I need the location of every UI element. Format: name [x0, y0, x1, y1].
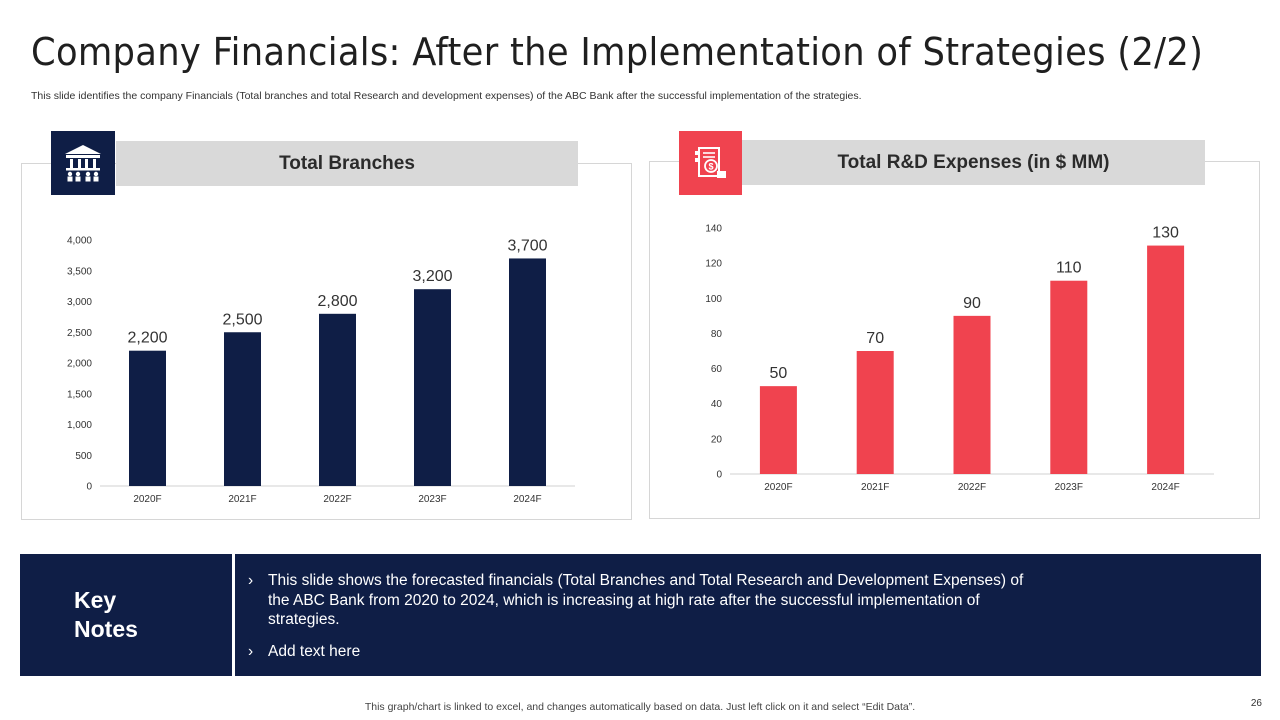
branches-x-tick-label: 2023F [418, 494, 446, 505]
key-notes-panel: Key Notes › This slide shows the forecas… [20, 554, 1261, 676]
rnd-y-tick-label: 120 [705, 259, 722, 270]
page-title: Company Financials: After the Implementa… [31, 30, 1204, 74]
rnd-y-tick-label: 40 [711, 399, 723, 410]
branches-data-label: 2,200 [127, 330, 167, 347]
branches-y-tick-label: 0 [86, 482, 92, 493]
branches-y-tick-label: 3,500 [67, 266, 92, 277]
footer-note: This graph/chart is linked to excel, and… [364, 701, 916, 713]
rnd-bar[interactable] [953, 315, 991, 474]
key-note-text: Add text here [268, 642, 361, 660]
rnd-x-tick-label: 2021F [861, 482, 889, 493]
rnd-y-tick-label: 80 [711, 329, 723, 340]
rnd-y-tick-label: 20 [711, 434, 723, 445]
rnd-x-tick-label: 2020F [764, 482, 792, 493]
key-note-item[interactable]: › Add text here [248, 642, 1048, 662]
branches-y-tick-label: 1,500 [67, 389, 92, 400]
branches-x-tick-label: 2022F [323, 494, 351, 505]
branches-bar[interactable] [414, 289, 451, 486]
key-notes-label-line1: Key [74, 587, 117, 613]
branches-y-tick-label: 3,000 [67, 297, 92, 308]
rnd-bar[interactable] [759, 386, 797, 474]
page-subtitle: This slide identifies the company Financ… [31, 90, 862, 102]
key-notes-divider [232, 554, 235, 676]
chevron-right-icon: › [248, 642, 254, 660]
branches-y-tick-label: 500 [75, 451, 92, 462]
key-note-text: This slide shows the forecasted financia… [268, 572, 1024, 628]
branches-x-tick-label: 2021F [228, 494, 256, 505]
rnd-x-tick-label: 2023F [1055, 482, 1083, 493]
rnd-bar[interactable] [1050, 280, 1088, 474]
page-number: 26 [1250, 698, 1262, 709]
key-note-item[interactable]: › This slide shows the forecasted financ… [248, 571, 1048, 630]
branches-data-label: 2,800 [317, 293, 357, 310]
rnd-y-tick-label: 100 [705, 294, 722, 305]
key-notes-label-line2: Notes [74, 616, 138, 642]
chevron-right-icon: › [248, 572, 254, 589]
branches-data-label: 3,700 [507, 237, 547, 254]
rnd-chart-header: Total R&D Expenses (in $ MM) [742, 140, 1205, 185]
branches-data-label: 3,200 [412, 268, 452, 285]
rnd-y-tick-label: 60 [711, 364, 723, 375]
rnd-x-tick-label: 2022F [958, 482, 986, 493]
invoice-dollar-icon: $ [679, 131, 742, 195]
branches-y-tick-label: 1,000 [67, 420, 92, 431]
branches-bar[interactable] [129, 350, 166, 486]
rnd-y-tick-label: 140 [705, 224, 722, 235]
branches-y-tick-label: 2,000 [67, 359, 92, 370]
svg-text:$: $ [708, 162, 713, 172]
rnd-data-label: 90 [963, 295, 981, 312]
rnd-data-label: 70 [866, 330, 884, 347]
branches-bar[interactable] [224, 332, 261, 486]
branches-y-tick-label: 4,000 [67, 236, 92, 247]
key-notes-label: Key Notes [74, 586, 194, 644]
branches-bar[interactable] [509, 258, 546, 486]
branches-data-label: 2,500 [222, 311, 262, 328]
rnd-data-label: 130 [1152, 225, 1179, 242]
rnd-bar[interactable] [856, 351, 894, 474]
rnd-data-label: 50 [770, 365, 788, 382]
bank-building-icon [51, 131, 115, 195]
rnd-data-label: 110 [1056, 260, 1082, 277]
branches-y-tick-label: 2,500 [67, 328, 92, 339]
branches-x-tick-label: 2020F [133, 494, 161, 505]
rnd-y-tick-label: 0 [716, 470, 722, 481]
rnd-x-tick-label: 2024F [1151, 482, 1179, 493]
branches-x-tick-label: 2024F [513, 494, 541, 505]
rnd-bar[interactable] [1147, 245, 1185, 474]
key-notes-list: › This slide shows the forecasted financ… [248, 571, 1048, 673]
branches-bar[interactable] [319, 313, 356, 486]
branches-chart-header: Total Branches [116, 141, 578, 186]
